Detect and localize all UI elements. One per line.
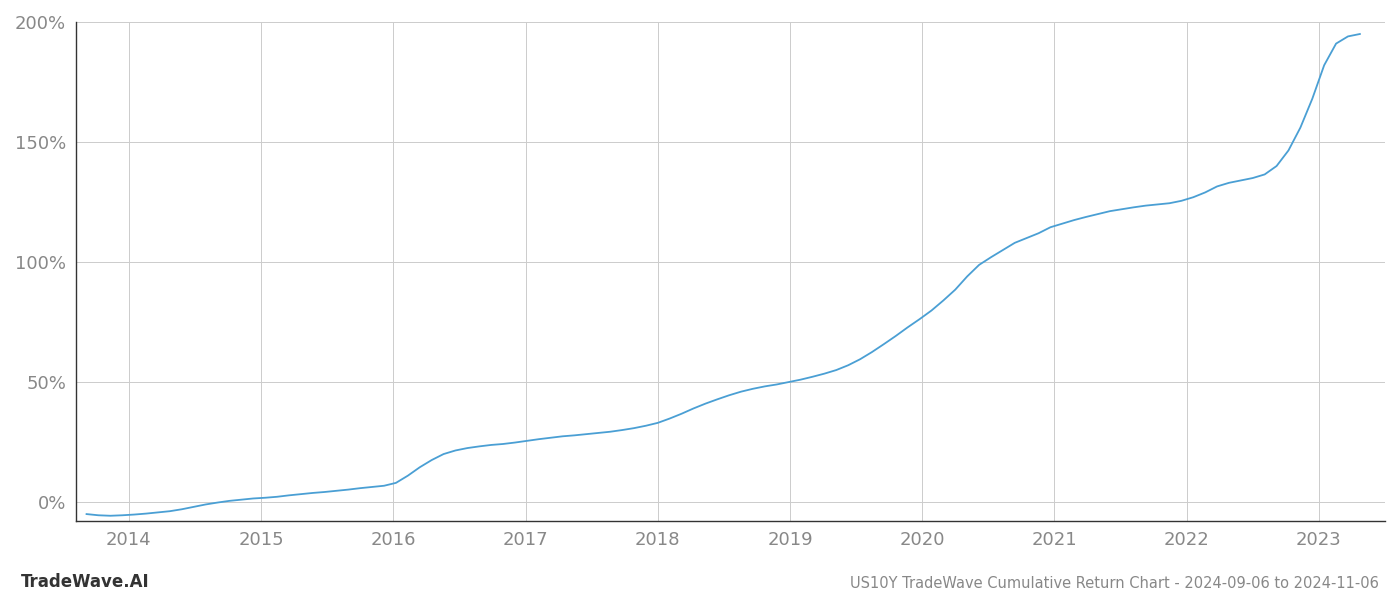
- Text: TradeWave.AI: TradeWave.AI: [21, 573, 150, 591]
- Text: US10Y TradeWave Cumulative Return Chart - 2024-09-06 to 2024-11-06: US10Y TradeWave Cumulative Return Chart …: [850, 576, 1379, 591]
